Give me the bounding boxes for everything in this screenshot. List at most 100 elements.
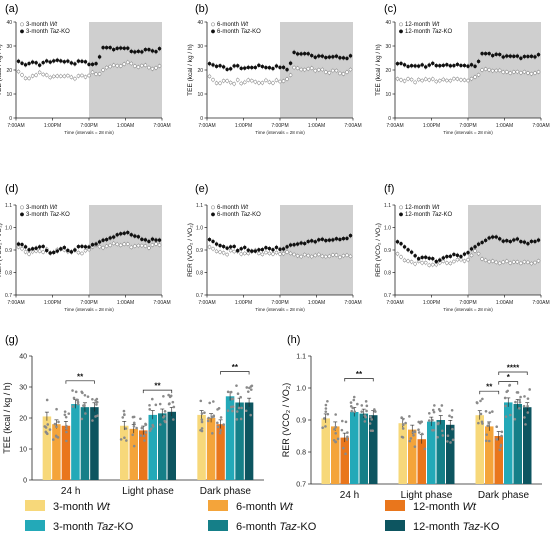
individual-point — [167, 393, 170, 397]
ko-point — [260, 64, 265, 69]
ko-point — [395, 61, 400, 66]
ko-point — [80, 244, 84, 249]
y-tick-label: 0.8 — [5, 271, 12, 277]
wt-point — [473, 75, 477, 79]
ko-point — [62, 245, 67, 250]
ko-point — [306, 239, 311, 244]
individual-point — [246, 390, 250, 393]
individual-point — [171, 400, 175, 404]
individual-point — [451, 427, 454, 431]
bar — [359, 413, 368, 484]
wt-point — [94, 72, 98, 76]
wt-point — [427, 263, 432, 268]
wt-point — [452, 76, 456, 81]
x-tick-label: 1:00AM — [308, 300, 325, 306]
legend-label: 3-month Wt — [26, 22, 57, 28]
wt-point — [108, 243, 112, 248]
wt-point — [487, 259, 491, 264]
individual-point — [135, 426, 138, 430]
wt-point — [97, 72, 102, 76]
individual-point — [519, 395, 522, 399]
wt-point — [157, 243, 162, 247]
category-label: Light phase — [401, 490, 453, 501]
x-tick-label: 1:00AM — [496, 123, 513, 129]
wt-point — [480, 68, 484, 72]
ko-point — [140, 50, 144, 54]
y-tick-label: 20 — [385, 68, 391, 74]
ko-point — [62, 59, 67, 64]
individual-point — [477, 421, 480, 425]
wt-point — [150, 67, 155, 71]
ko-point — [434, 63, 439, 68]
ko-point — [427, 63, 432, 67]
y-tick-label: 0.7 — [384, 293, 391, 299]
ko-point — [133, 50, 137, 54]
ko-point — [44, 59, 49, 63]
individual-point — [131, 433, 134, 437]
individual-point — [363, 414, 367, 417]
individual-point — [235, 418, 239, 421]
wt-point — [313, 253, 318, 258]
legend-swatch — [208, 520, 228, 531]
x-axis-label: Time (intervals = 28 min) — [443, 130, 493, 135]
x-axis-label: Time (intervals = 28 min) — [443, 307, 493, 312]
ko-point — [441, 256, 446, 260]
wt-point — [147, 246, 151, 250]
y-axis-label: RER (VCO₂ / VO₂) — [375, 223, 382, 277]
ko-point — [118, 231, 123, 236]
wt-point — [104, 65, 109, 70]
individual-point — [504, 404, 507, 408]
wt-point — [533, 71, 537, 75]
x-tick-label: 1:00PM — [423, 123, 440, 129]
y-tick-label: 0.8 — [384, 271, 391, 277]
ko-point — [104, 237, 109, 242]
panel-label: (f) — [384, 183, 394, 195]
wt-point — [140, 243, 144, 248]
x-axis-label: Time (intervals = 28 min) — [64, 307, 114, 312]
significance-bracket — [220, 371, 250, 375]
y-tick-label: 0.7 — [5, 293, 12, 299]
wt-point — [136, 65, 141, 69]
ko-point — [34, 60, 38, 65]
individual-point — [437, 421, 440, 425]
ko-point — [452, 63, 456, 68]
wt-point — [501, 260, 506, 264]
ts-panel: 0.7 0.8 0.9 1.0 1.1 7:00AM 1:00PM 7:00PM 1:00AM 7… — [187, 203, 362, 312]
ko-point — [264, 245, 268, 250]
wt-point — [399, 78, 403, 82]
ko-point — [302, 51, 307, 56]
bar — [244, 402, 254, 480]
wt-point — [519, 261, 523, 266]
ko-point — [331, 55, 335, 59]
wt-point — [462, 78, 467, 82]
individual-point — [480, 420, 484, 424]
ko-point — [512, 54, 516, 59]
individual-point — [365, 404, 369, 408]
individual-point — [508, 383, 512, 387]
individual-point — [200, 420, 204, 424]
ko-point — [235, 63, 240, 68]
ko-point — [487, 51, 491, 56]
individual-point — [139, 434, 143, 437]
bar — [494, 436, 503, 484]
individual-point — [76, 400, 80, 404]
individual-point — [63, 410, 67, 413]
ko-point — [462, 63, 467, 68]
individual-point — [500, 434, 503, 438]
wt-point — [80, 73, 84, 78]
wt-point — [221, 250, 226, 255]
y-tick-label: 0.7 — [296, 482, 306, 489]
bar — [129, 428, 138, 480]
individual-point — [231, 397, 235, 401]
wt-point — [76, 74, 81, 78]
ko-point — [466, 250, 470, 255]
ko-point — [526, 54, 530, 59]
ko-point — [406, 64, 410, 69]
wt-point — [115, 242, 119, 247]
ko-point — [285, 67, 289, 72]
wt-point — [150, 243, 155, 247]
individual-point — [122, 409, 126, 413]
bar — [90, 407, 99, 480]
legend-wt-marker — [399, 205, 403, 210]
ko-point — [44, 248, 49, 253]
